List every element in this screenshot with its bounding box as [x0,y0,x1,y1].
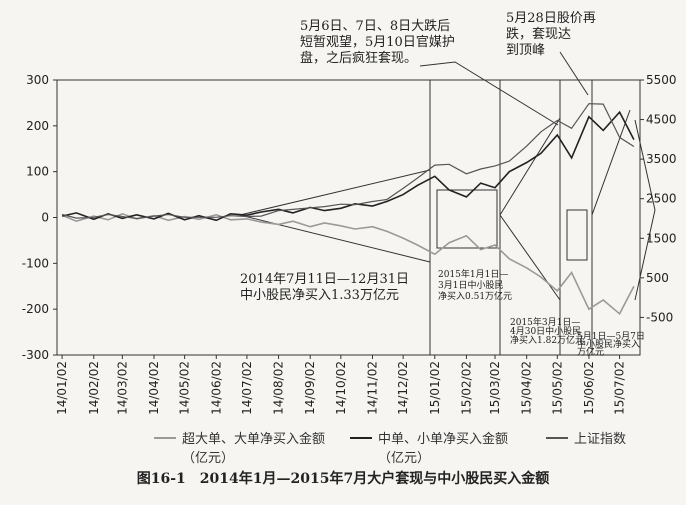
legend-swatch [349,437,372,439]
y2-tick-label: 4500 [646,113,677,127]
x-tick-label: 15/07/02 [613,361,627,415]
y2-tick-label: 1500 [646,231,677,245]
x-tick-label: 14/09/02 [303,361,317,415]
x-tick-label: 14/02/02 [87,361,101,415]
series-line [61,110,635,222]
legend: 超大单、大单净买入金额（亿元） 中单、小单净买入金额（亿元） 上证指数 [130,428,650,466]
chart: -300 -200 -100 0 100 200 300 -500 500 1500 2500 350… [22,11,677,415]
annotation: 3月1日中小股民 [438,279,503,291]
annotation: 中小股民净买入 [577,338,640,350]
y-tick-label: 0 [41,211,49,225]
annotation: 到顶峰 [506,43,545,58]
legend-item: 中单、小单净买入金额（亿元） [349,428,528,466]
x-tick-label: 14/06/02 [209,361,223,415]
x-tick-label: 15/03/02 [488,361,502,415]
x-tick-label: 14/03/02 [115,361,129,415]
y-tick-label: 300 [26,73,49,87]
legend-item: 超大单、大单净买入金额（亿元） [153,428,332,466]
annotation: 万亿元 [577,346,604,358]
x-tick-label: 15/01/02 [428,361,442,415]
legend-swatch [153,437,176,439]
y2-tick-label: 2500 [646,192,677,206]
y2-tick-label: 3500 [646,152,677,166]
legend-label: 超大单、大单净买入金额（亿元） [181,432,325,466]
x-tick-label: 14/12/02 [396,361,410,415]
legend-item: 上证指数 [545,428,626,466]
x-tick-label: 14/07/02 [240,361,254,415]
x-tick-label: 14/08/02 [272,361,286,415]
caption: 图16-1 2014年1月—2015年7月大户套现与中小股民买入金额 [136,471,550,487]
annotation: 5月1日—5月7日 [577,331,645,342]
annotation: 2015年1月1日— [438,268,508,280]
annotation: 5月6日、7日、8日大跌后 [300,18,450,34]
x-tick-label: 14/04/02 [147,361,161,415]
y2-tick-label: 5500 [646,73,677,87]
x-tick-label: 15/06/02 [582,361,596,415]
annotation: 跌，套现达 [506,26,571,42]
annotation: 4月30日中小股民 [510,325,581,337]
y-tick-label: -100 [22,256,49,270]
legend-label: 上证指数 [573,432,626,447]
x-tick-label: 15/04/02 [520,361,534,415]
y2-tick-label: 500 [646,271,669,285]
series-line [61,103,635,220]
y-tick-label: -200 [22,302,49,316]
annotation: 中小股民净买入1.33万亿元 [240,288,399,303]
annotation: 短暂观望，5月10日官媒护 [300,34,455,50]
x-tick-label: 14/05/02 [178,361,192,415]
annotation-shapes [239,51,656,355]
y2-tick-label: -500 [646,310,673,324]
x-tick-label: 14/11/02 [365,361,379,415]
legend-swatch [545,437,568,439]
annotation: 2014年7月11日—12月31日 [240,272,409,287]
x-tick-label: 14/01/02 [55,361,69,415]
legend-label: 中单、小单净买入金额（亿元） [377,432,508,466]
x-tick-label: 14/10/02 [334,361,348,415]
annotation: 盘，之后疯狂套现。 [300,50,417,66]
y-tick-label: 200 [26,119,49,133]
annotation: 2015年3月1日— [510,316,580,328]
y-tick-label: 100 [26,165,49,179]
x-tick-label: 15/05/02 [550,361,564,415]
annotation: 净买入0.51万亿元 [438,290,512,302]
annotation: 净买入1.82万亿元 [510,334,584,346]
series-line [61,212,635,316]
x-tick-label: 15/02/02 [459,361,473,415]
annotation: 5月28日股价再 [506,11,596,26]
y-tick-label: -300 [22,348,49,362]
